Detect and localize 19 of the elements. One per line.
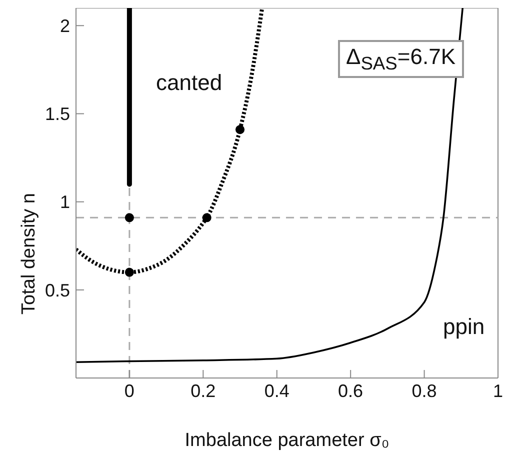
y-axis-title: Total density n bbox=[18, 193, 40, 314]
y-tick-label: 1.5 bbox=[44, 104, 70, 124]
point bbox=[235, 125, 245, 134]
annotation: ppin bbox=[443, 314, 485, 340]
point bbox=[202, 213, 212, 222]
y-tick-label: 0.5 bbox=[44, 280, 70, 300]
annotation: canted bbox=[156, 70, 222, 96]
x-tick-label: 1 bbox=[492, 380, 504, 401]
x-tick-label: 0.6 bbox=[338, 380, 364, 401]
x-axis-title: Imbalance parameter σ₀ bbox=[184, 430, 390, 451]
annotation: Δ$_{SAS}$=6.7K bbox=[338, 40, 464, 78]
point bbox=[124, 268, 134, 277]
point bbox=[124, 213, 134, 222]
y-tick-label: 1 bbox=[60, 192, 70, 212]
x-tick-label: 0 bbox=[124, 380, 134, 401]
y-tick-label: 2 bbox=[60, 16, 70, 36]
x-tick-label: 0.2 bbox=[190, 380, 216, 401]
x-tick-label: 0.4 bbox=[264, 380, 290, 401]
x-tick-label: 0.8 bbox=[412, 380, 437, 401]
